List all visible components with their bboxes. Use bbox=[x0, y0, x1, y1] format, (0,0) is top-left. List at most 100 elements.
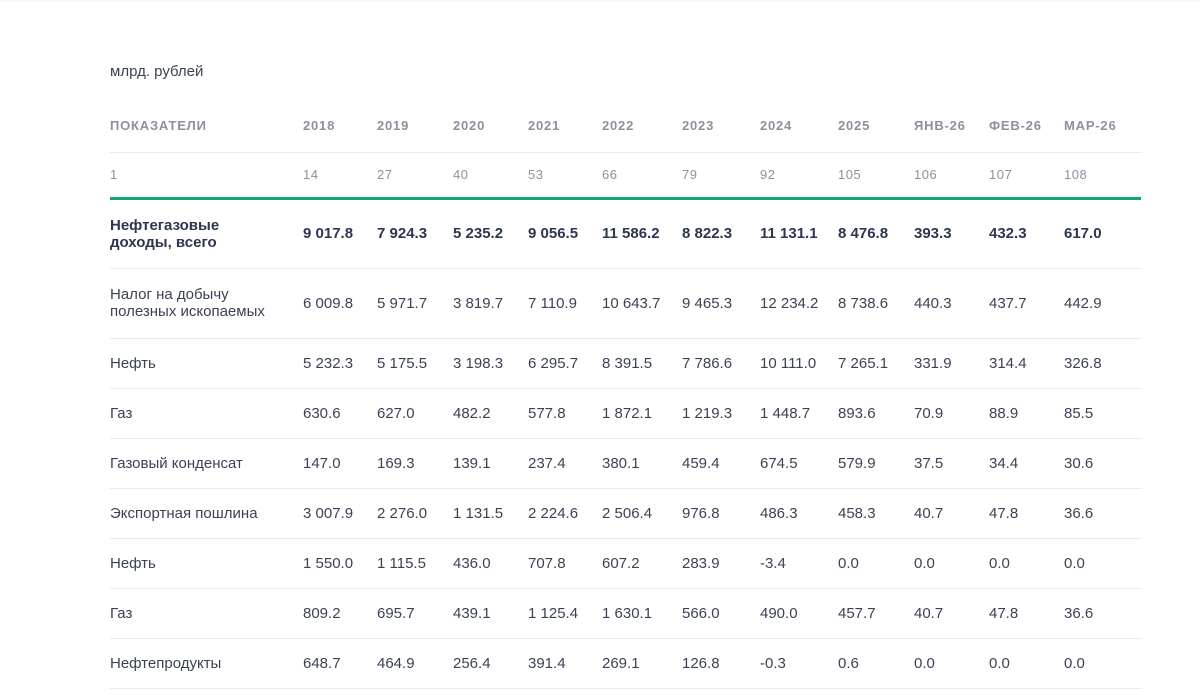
value-cell: 482.2 bbox=[453, 388, 528, 439]
column-header-2023: 2023 bbox=[682, 99, 760, 153]
value-cell: -3.4 bbox=[760, 538, 838, 589]
value-cell: 47.8 bbox=[989, 588, 1064, 639]
column-header-row: ПОКАЗАТЕЛИ 2018 2019 2020 2021 2022 2023 2024 20… bbox=[110, 99, 1141, 153]
value-cell: 3 819.7 bbox=[453, 268, 528, 339]
value-cell: 12 234.2 bbox=[760, 268, 838, 339]
column-code: 106 bbox=[914, 152, 989, 200]
value-cell: 5 232.3 bbox=[303, 338, 377, 389]
value-cell: 7 924.3 bbox=[377, 198, 453, 269]
value-cell: 256.4 bbox=[453, 638, 528, 689]
value-cell: 707.8 bbox=[528, 538, 602, 589]
value-cell: 6 009.8 bbox=[303, 268, 377, 339]
value-cell: 490.0 bbox=[760, 588, 838, 639]
column-code: 53 bbox=[528, 152, 602, 200]
value-cell: 809.2 bbox=[303, 588, 377, 639]
value-cell: 1 131.5 bbox=[453, 488, 528, 539]
unit-label: млрд. рублей bbox=[110, 63, 204, 80]
table-row: Газовый конденсат 147.0 169.3 139.1 237.4 380… bbox=[110, 438, 1141, 489]
column-header-2020: 2020 bbox=[453, 99, 528, 153]
value-cell: 11 131.1 bbox=[760, 198, 838, 269]
value-cell: 459.4 bbox=[682, 438, 760, 489]
value-cell: 566.0 bbox=[682, 588, 760, 639]
row-label: Нефть bbox=[110, 538, 303, 589]
value-cell: 695.7 bbox=[377, 588, 453, 639]
value-cell: 139.1 bbox=[453, 438, 528, 489]
value-cell: 10 111.0 bbox=[760, 338, 838, 389]
column-code: 14 bbox=[303, 152, 377, 200]
value-cell: 331.9 bbox=[914, 338, 989, 389]
column-header-2022: 2022 bbox=[602, 99, 682, 153]
value-cell: 3 007.9 bbox=[303, 488, 377, 539]
value-cell: 0.0 bbox=[914, 638, 989, 689]
value-cell: 9 056.5 bbox=[528, 198, 602, 269]
row-label: Экспортная пошлина bbox=[110, 488, 303, 539]
value-cell: 1 872.1 bbox=[602, 388, 682, 439]
table-row: Газ 809.2 695.7 439.1 1 125.4 1 630.1 566.0 490… bbox=[110, 588, 1141, 639]
value-cell: 1 550.0 bbox=[303, 538, 377, 589]
value-cell: 8 391.5 bbox=[602, 338, 682, 389]
value-cell: 486.3 bbox=[760, 488, 838, 539]
value-cell: 0.0 bbox=[989, 638, 1064, 689]
value-cell: 85.5 bbox=[1064, 388, 1141, 439]
value-cell: 8 476.8 bbox=[838, 198, 914, 269]
value-cell: 393.3 bbox=[914, 198, 989, 269]
value-cell: 11 586.2 bbox=[602, 198, 682, 269]
value-cell: 442.9 bbox=[1064, 268, 1141, 339]
oil-gas-revenues-table: ПОКАЗАТЕЛИ 2018 2019 2020 2021 2022 2023 2024 20… bbox=[110, 99, 1141, 689]
value-cell: 10 643.7 bbox=[602, 268, 682, 339]
column-header-2025: 2025 bbox=[838, 99, 914, 153]
value-cell: 648.7 bbox=[303, 638, 377, 689]
value-cell: 1 630.1 bbox=[602, 588, 682, 639]
table-head: ПОКАЗАТЕЛИ 2018 2019 2020 2021 2022 2023 2024 20… bbox=[110, 99, 1141, 200]
column-code: 40 bbox=[453, 152, 528, 200]
table-row: Нефть 5 232.3 5 175.5 3 198.3 6 295.7 8 391.5… bbox=[110, 338, 1141, 389]
value-cell: 674.5 bbox=[760, 438, 838, 489]
value-cell: 2 224.6 bbox=[528, 488, 602, 539]
value-cell: 0.0 bbox=[1064, 638, 1141, 689]
value-cell: 630.6 bbox=[303, 388, 377, 439]
value-cell: 6 295.7 bbox=[528, 338, 602, 389]
value-cell: 440.3 bbox=[914, 268, 989, 339]
column-code: 66 bbox=[602, 152, 682, 200]
table-row: Нефтегазовые доходы, всего 9 017.8 7 924.3… bbox=[110, 198, 1141, 269]
column-header-indicators: ПОКАЗАТЕЛИ bbox=[110, 99, 303, 153]
value-cell: 0.0 bbox=[914, 538, 989, 589]
table-row: Газ 630.6 627.0 482.2 577.8 1 872.1 1 219.3 1 4… bbox=[110, 388, 1141, 439]
column-header-2019: 2019 bbox=[377, 99, 453, 153]
value-cell: 2 276.0 bbox=[377, 488, 453, 539]
table-row: Экспортная пошлина 3 007.9 2 276.0 1 131.5 2… bbox=[110, 488, 1141, 539]
value-cell: 8 738.6 bbox=[838, 268, 914, 339]
value-cell: 47.8 bbox=[989, 488, 1064, 539]
value-cell: 0.6 bbox=[838, 638, 914, 689]
value-cell: 432.3 bbox=[989, 198, 1064, 269]
row-label: Газ bbox=[110, 388, 303, 439]
column-header-2024: 2024 bbox=[760, 99, 838, 153]
column-code: 1 bbox=[110, 152, 303, 200]
column-code: 108 bbox=[1064, 152, 1141, 200]
column-code: 105 bbox=[838, 152, 914, 200]
value-cell: 439.1 bbox=[453, 588, 528, 639]
content-area: млрд. рублей ПОКАЗАТЕЛИ 2018 2019 2020 2021 2… bbox=[0, 63, 1200, 689]
value-cell: 237.4 bbox=[528, 438, 602, 489]
table-body: Нефтегазовые доходы, всего 9 017.8 7 924.3… bbox=[110, 198, 1141, 689]
table-row: Нефтепродукты 648.7 464.9 256.4 391.4 269.1 12… bbox=[110, 638, 1141, 689]
column-code: 79 bbox=[682, 152, 760, 200]
column-code-row: 1 14 27 40 53 66 79 92 105 106 107 108 bbox=[110, 152, 1141, 200]
value-cell: 314.4 bbox=[989, 338, 1064, 389]
table-row: Налог на добычу полезных ископаемых 6 009… bbox=[110, 268, 1141, 339]
value-cell: 8 822.3 bbox=[682, 198, 760, 269]
column-header-2021: 2021 bbox=[528, 99, 602, 153]
value-cell: 577.8 bbox=[528, 388, 602, 439]
value-cell: 9 017.8 bbox=[303, 198, 377, 269]
value-cell: 40.7 bbox=[914, 588, 989, 639]
column-header-янв-26: ЯНВ-26 bbox=[914, 99, 989, 153]
value-cell: 391.4 bbox=[528, 638, 602, 689]
column-header-фев-26: ФЕВ-26 bbox=[989, 99, 1064, 153]
value-cell: 5 235.2 bbox=[453, 198, 528, 269]
value-cell: 36.6 bbox=[1064, 588, 1141, 639]
value-cell: 3 198.3 bbox=[453, 338, 528, 389]
value-cell: 1 219.3 bbox=[682, 388, 760, 439]
table-row: Нефть 1 550.0 1 115.5 436.0 707.8 607.2 283.9-… bbox=[110, 538, 1141, 589]
column-code: 107 bbox=[989, 152, 1064, 200]
